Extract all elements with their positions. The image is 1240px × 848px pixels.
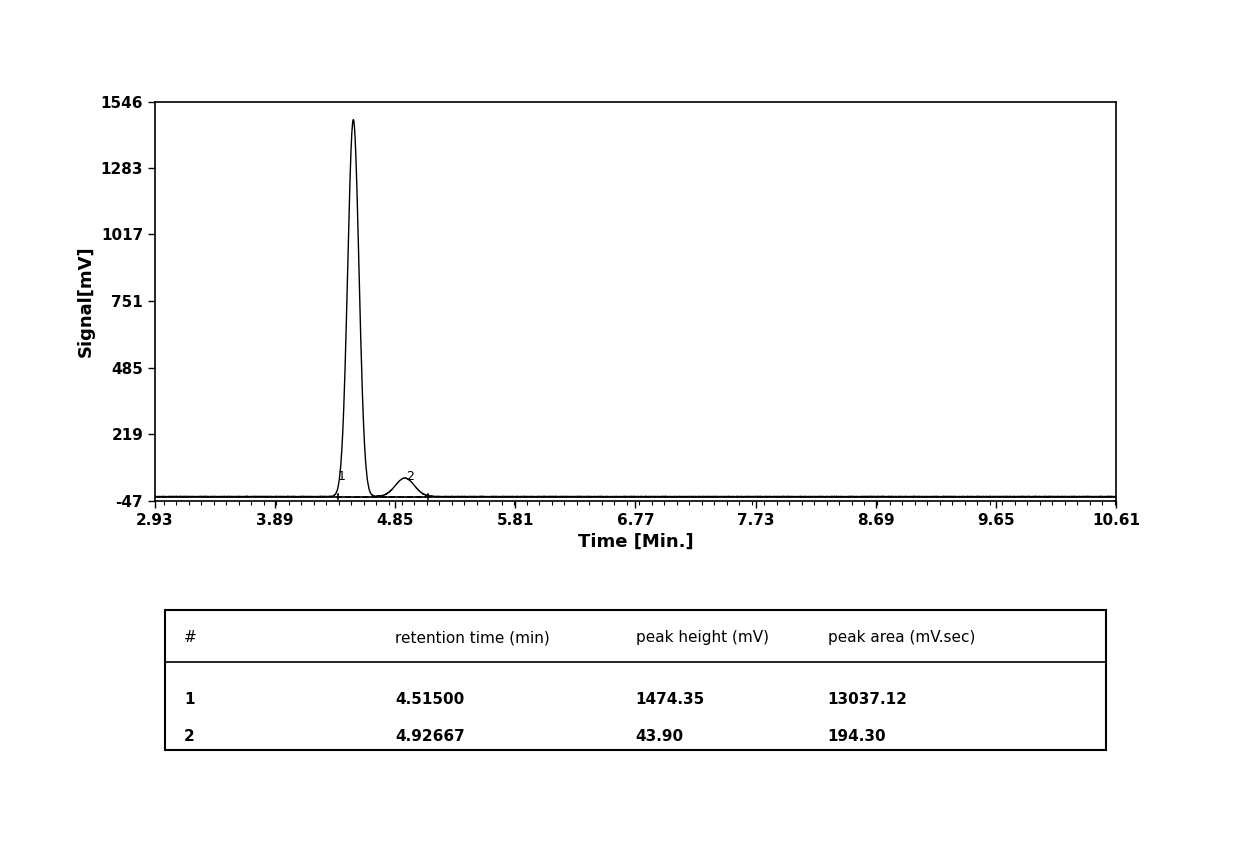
Text: 2: 2 [184, 729, 195, 745]
Text: 1: 1 [184, 692, 195, 707]
Text: #: # [184, 631, 197, 645]
Text: retention time (min): retention time (min) [396, 631, 551, 645]
Text: 43.90: 43.90 [635, 729, 683, 745]
Text: 194.30: 194.30 [828, 729, 887, 745]
Text: 13037.12: 13037.12 [828, 692, 908, 707]
Text: 4.51500: 4.51500 [396, 692, 465, 707]
Text: peak height (mV): peak height (mV) [635, 631, 769, 645]
Text: 1474.35: 1474.35 [635, 692, 704, 707]
Text: 4.92667: 4.92667 [396, 729, 465, 745]
Text: peak area (mV.sec): peak area (mV.sec) [828, 631, 975, 645]
Text: 1: 1 [339, 470, 346, 483]
X-axis label: Time [Min.]: Time [Min.] [578, 533, 693, 551]
Y-axis label: Signal[mV]: Signal[mV] [77, 245, 95, 357]
Text: 2: 2 [405, 470, 414, 483]
